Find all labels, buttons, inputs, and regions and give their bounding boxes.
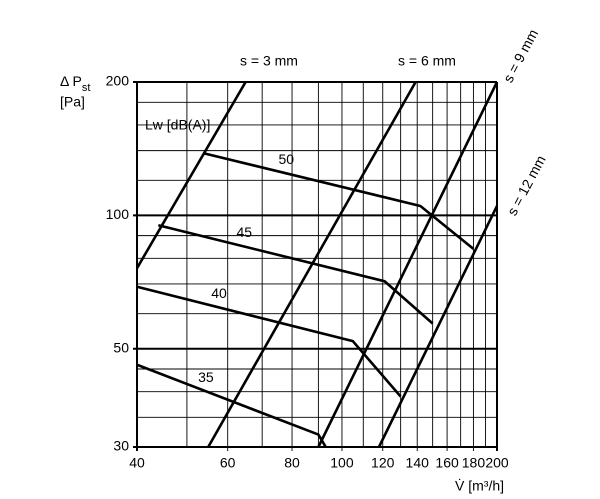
y-tick-label: 200 [106, 73, 130, 89]
x-tick-label: 180 [462, 455, 486, 471]
x-tick-label: 100 [330, 455, 354, 471]
x-tick-label: 60 [220, 455, 236, 471]
curve-value-label: 50 [279, 151, 295, 167]
x-tick-label: 200 [485, 455, 509, 471]
data-line [317, 81, 499, 448]
line-label: s = 12 mm [504, 153, 549, 219]
line-label: s = 6 mm [398, 53, 456, 69]
data-line [203, 152, 475, 250]
x-tick-label: 80 [284, 455, 300, 471]
data-line [377, 205, 499, 448]
x-tick-label: 160 [435, 455, 459, 471]
y-axis-unit: [Pa] [60, 94, 85, 110]
data-line [158, 223, 434, 325]
data-line [135, 81, 247, 269]
curve-value-label: 35 [198, 369, 214, 385]
y-label-sub: st [82, 82, 91, 94]
y-tick-label: 30 [113, 438, 129, 454]
y-tick-label: 100 [106, 206, 130, 222]
line-label: s = 3 mm [240, 53, 298, 69]
x-tick-label: 40 [129, 455, 145, 471]
x-tick-label: 120 [371, 455, 395, 471]
x-tick-label: 140 [406, 455, 430, 471]
line-label: s = 9 mm [500, 26, 541, 85]
x-axis-label: V̇ [m³/h] [455, 478, 504, 494]
y-tick-label: 50 [113, 339, 129, 355]
curve-value-label: 45 [237, 224, 253, 240]
data-line [136, 363, 327, 448]
y-axis-label: Δ Pst [60, 73, 90, 94]
data-line [136, 285, 402, 398]
y-label-main: Δ P [60, 73, 82, 89]
curve-value-label: 40 [211, 285, 227, 301]
